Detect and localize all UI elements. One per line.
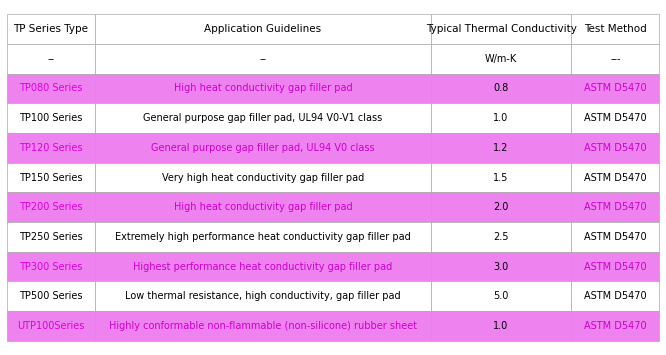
Text: --: --: [259, 54, 266, 64]
Text: 1.5: 1.5: [494, 173, 509, 182]
Text: TP200 Series: TP200 Series: [19, 202, 83, 212]
Text: ASTM D5470: ASTM D5470: [584, 321, 647, 331]
Bar: [95, 192, 431, 222]
Bar: [431, 222, 571, 252]
Bar: [431, 103, 571, 133]
Bar: [7, 44, 95, 73]
Bar: [431, 133, 571, 163]
Bar: [431, 73, 571, 103]
Bar: [431, 311, 571, 341]
Bar: [431, 252, 571, 282]
Bar: [7, 133, 95, 163]
Bar: [95, 252, 431, 282]
Bar: [431, 163, 571, 192]
Text: 0.8: 0.8: [494, 83, 509, 93]
Bar: [571, 163, 659, 192]
Bar: [95, 133, 431, 163]
Text: TP Series Type: TP Series Type: [13, 24, 88, 34]
Bar: [571, 192, 659, 222]
Text: ASTM D5470: ASTM D5470: [584, 143, 647, 153]
Text: ASTM D5470: ASTM D5470: [584, 262, 647, 272]
Text: TP250 Series: TP250 Series: [19, 232, 83, 242]
Text: UTP100Series: UTP100Series: [17, 321, 85, 331]
Text: Highly conformable non-flammable (non-silicone) rubber sheet: Highly conformable non-flammable (non-si…: [109, 321, 417, 331]
Text: 5.0: 5.0: [494, 291, 509, 301]
Bar: [571, 222, 659, 252]
Text: ASTM D5470: ASTM D5470: [584, 202, 647, 212]
Text: High heat conductivity gap filler pad: High heat conductivity gap filler pad: [174, 83, 352, 93]
Bar: [571, 311, 659, 341]
Text: TP300 Series: TP300 Series: [19, 262, 83, 272]
Text: Application Guidelines: Application Guidelines: [204, 24, 322, 34]
Bar: [571, 133, 659, 163]
Text: High heat conductivity gap filler pad: High heat conductivity gap filler pad: [174, 202, 352, 212]
Bar: [431, 14, 571, 44]
Bar: [7, 252, 95, 282]
Bar: [95, 163, 431, 192]
Bar: [7, 282, 95, 311]
Text: 1.0: 1.0: [494, 321, 509, 331]
Text: TP500 Series: TP500 Series: [19, 291, 83, 301]
Bar: [7, 14, 95, 44]
Text: General purpose gap filler pad, UL94 V0-V1 class: General purpose gap filler pad, UL94 V0-…: [143, 113, 382, 123]
Text: Very high heat conductivity gap filler pad: Very high heat conductivity gap filler p…: [162, 173, 364, 182]
Text: ASTM D5470: ASTM D5470: [584, 113, 647, 123]
Text: TP150 Series: TP150 Series: [19, 173, 83, 182]
Text: Low thermal resistance, high conductivity, gap filler pad: Low thermal resistance, high conductivit…: [125, 291, 401, 301]
Text: TP120 Series: TP120 Series: [19, 143, 83, 153]
Text: Highest performance heat conductivity gap filler pad: Highest performance heat conductivity ga…: [133, 262, 392, 272]
Text: 1.0: 1.0: [494, 113, 509, 123]
Bar: [571, 44, 659, 73]
Bar: [95, 282, 431, 311]
Bar: [7, 163, 95, 192]
Bar: [95, 44, 431, 73]
Text: Extremely high performance heat conductivity gap filler pad: Extremely high performance heat conducti…: [115, 232, 411, 242]
Bar: [7, 73, 95, 103]
Text: --: --: [47, 54, 54, 64]
Bar: [95, 222, 431, 252]
Bar: [571, 282, 659, 311]
Text: ASTM D5470: ASTM D5470: [584, 291, 647, 301]
Text: 3.0: 3.0: [494, 262, 509, 272]
Text: 1.2: 1.2: [494, 143, 509, 153]
Text: Typical Thermal Conductivity: Typical Thermal Conductivity: [426, 24, 577, 34]
Bar: [95, 14, 431, 44]
Text: W/m-K: W/m-K: [485, 54, 517, 64]
Bar: [7, 103, 95, 133]
Bar: [7, 192, 95, 222]
Text: ---: ---: [610, 54, 621, 64]
Bar: [95, 103, 431, 133]
Bar: [7, 222, 95, 252]
Bar: [431, 44, 571, 73]
Bar: [571, 252, 659, 282]
Text: General purpose gap filler pad, UL94 V0 class: General purpose gap filler pad, UL94 V0 …: [151, 143, 375, 153]
Text: 2.0: 2.0: [494, 202, 509, 212]
Bar: [431, 282, 571, 311]
Text: ASTM D5470: ASTM D5470: [584, 83, 647, 93]
Bar: [95, 311, 431, 341]
Text: ASTM D5470: ASTM D5470: [584, 232, 647, 242]
Bar: [571, 73, 659, 103]
Text: ASTM D5470: ASTM D5470: [584, 173, 647, 182]
Bar: [7, 311, 95, 341]
Bar: [571, 103, 659, 133]
Bar: [95, 73, 431, 103]
Text: TP080 Series: TP080 Series: [19, 83, 83, 93]
Text: 2.5: 2.5: [494, 232, 509, 242]
Text: Test Method: Test Method: [584, 24, 647, 34]
Text: TP100 Series: TP100 Series: [19, 113, 83, 123]
Bar: [431, 192, 571, 222]
Bar: [571, 14, 659, 44]
